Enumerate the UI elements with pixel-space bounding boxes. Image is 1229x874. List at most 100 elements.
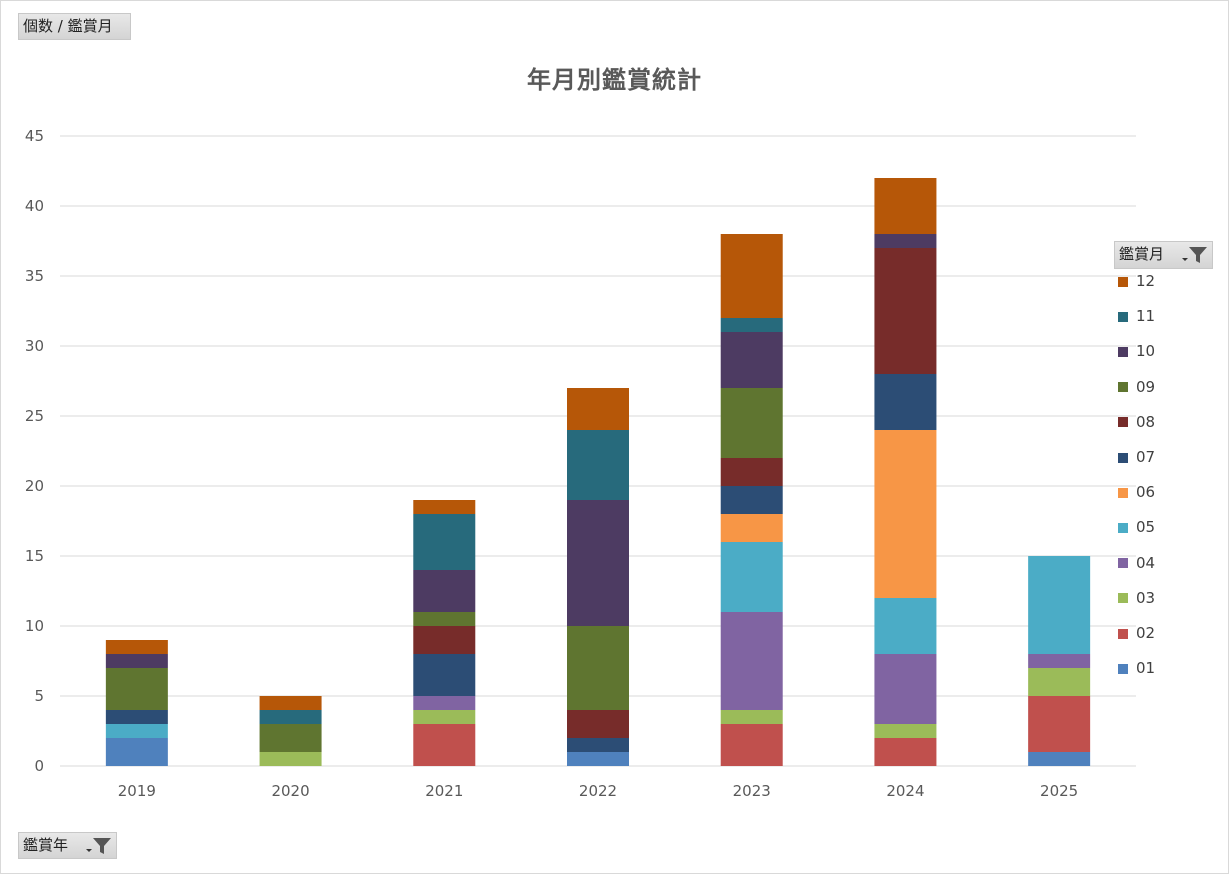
legend-label: 05 xyxy=(1136,518,1156,537)
y-tick-label: 40 xyxy=(25,197,44,215)
bar-segment-2022-11[interactable] xyxy=(567,430,629,500)
legend-item-08[interactable]: 08 xyxy=(1118,413,1155,433)
funnel-filter-icon[interactable] xyxy=(82,837,112,855)
legend-label: 02 xyxy=(1136,624,1156,642)
legend-label: 04 xyxy=(1136,553,1156,572)
bar-segment-2023-12[interactable] xyxy=(720,234,783,318)
bar-segment-2023-03[interactable] xyxy=(720,710,783,724)
y-tick-label: 15 xyxy=(25,547,44,565)
legend-swatch xyxy=(1118,276,1128,287)
bar-segment-2021-02[interactable] xyxy=(413,724,476,766)
bar-segment-2022-09[interactable] xyxy=(567,626,629,710)
legend-label: 03 xyxy=(1136,588,1156,607)
bar-segment-2023-06[interactable] xyxy=(720,514,783,542)
x-tick-label: 2023 xyxy=(733,782,771,800)
bar-segment-2019-01[interactable] xyxy=(105,738,168,766)
bar-segment-2025-03[interactable] xyxy=(1028,668,1091,696)
legend-swatch xyxy=(1118,593,1128,604)
bar-segment-2025-04[interactable] xyxy=(1028,654,1091,668)
bar-segment-2023-05[interactable] xyxy=(720,542,783,612)
bar-segment-2024-10[interactable] xyxy=(874,234,937,248)
y-tick-label: 25 xyxy=(25,407,44,425)
bar-segment-2022-08[interactable] xyxy=(567,710,629,738)
legend-label: 06 xyxy=(1136,483,1156,502)
legend-swatch xyxy=(1118,346,1128,357)
bar-segment-2022-12[interactable] xyxy=(567,388,629,430)
bar-segment-2025-02[interactable] xyxy=(1028,696,1091,752)
legend-swatch xyxy=(1118,417,1128,428)
bar-segment-2024-12[interactable] xyxy=(874,178,937,234)
bar-segment-2023-04[interactable] xyxy=(720,612,783,710)
legend-item-11[interactable]: 11 xyxy=(1118,307,1155,327)
legend-item-09[interactable]: 09 xyxy=(1118,378,1155,398)
legend-item-01[interactable]: 01 xyxy=(1118,659,1155,679)
bar-segment-2022-07[interactable] xyxy=(567,738,629,752)
legend-item-05[interactable]: 05 xyxy=(1118,518,1155,538)
x-axis-ticks: 2019 2020 2021 2022 2023 2024 2025 xyxy=(118,782,1078,800)
legend-item-02[interactable]: 02 xyxy=(1118,624,1155,644)
x-tick-label: 2025 xyxy=(1040,782,1078,800)
legend-item-03[interactable]: 03 xyxy=(1118,589,1155,609)
bar-segment-2024-04[interactable] xyxy=(874,654,937,724)
bar-segment-2023-11[interactable] xyxy=(720,318,783,332)
legend-item-06[interactable]: 06 xyxy=(1118,483,1155,503)
bar-segment-2019-12[interactable] xyxy=(105,640,168,654)
bar-segment-2024-07[interactable] xyxy=(874,374,937,430)
x-tick-label: 2019 xyxy=(118,782,156,800)
bar-segment-2021-11[interactable] xyxy=(413,514,476,570)
bar-segment-2019-07[interactable] xyxy=(105,710,168,724)
legend-label: 11 xyxy=(1136,307,1156,326)
bar-segment-2023-07[interactable] xyxy=(720,486,783,514)
legend-swatch xyxy=(1118,311,1128,322)
bar-segment-2024-08[interactable] xyxy=(874,248,937,374)
bar-segment-2021-08[interactable] xyxy=(413,626,476,654)
values-field-button[interactable]: 個数 / 鑑賞月 xyxy=(18,13,131,40)
bar-segment-2020-09[interactable] xyxy=(259,724,322,752)
y-tick-label: 45 xyxy=(25,127,44,145)
legend-swatch xyxy=(1118,452,1128,463)
bar-segment-2021-12[interactable] xyxy=(413,500,476,514)
legend-field-button[interactable]: 鑑賞月 xyxy=(1114,241,1213,269)
bar-segment-2021-10[interactable] xyxy=(413,570,476,612)
bar-segment-2025-05[interactable] xyxy=(1028,556,1091,654)
bar-segment-2021-04[interactable] xyxy=(413,696,476,710)
bar-segment-2024-05[interactable] xyxy=(874,598,937,654)
legend-item-04[interactable]: 04 xyxy=(1118,554,1155,574)
legend-item-10[interactable]: 10 xyxy=(1118,342,1155,362)
bar-segment-2024-06[interactable] xyxy=(874,430,937,598)
bar-segment-2022-10[interactable] xyxy=(567,500,629,626)
bar-segment-2020-12[interactable] xyxy=(259,696,322,710)
bar-segment-2023-10[interactable] xyxy=(720,332,783,388)
bar-segment-2019-09[interactable] xyxy=(105,668,168,710)
legend-swatch xyxy=(1118,628,1128,639)
bar-segment-2020-11[interactable] xyxy=(259,710,322,724)
legend-item-12[interactable]: 12 xyxy=(1118,272,1155,292)
y-tick-label: 10 xyxy=(25,617,44,635)
y-tick-label: 0 xyxy=(34,757,44,775)
bar-segment-2019-10[interactable] xyxy=(105,654,168,668)
funnel-filter-icon[interactable] xyxy=(1178,246,1208,264)
bar-segment-2020-03[interactable] xyxy=(259,752,322,766)
bar-segment-2021-03[interactable] xyxy=(413,710,476,724)
bar-segment-2024-03[interactable] xyxy=(874,724,937,738)
bar-segment-2021-09[interactable] xyxy=(413,612,476,626)
bar-segment-2023-09[interactable] xyxy=(720,388,783,458)
bar-segment-2022-01[interactable] xyxy=(567,752,629,766)
legend-item-07[interactable]: 07 xyxy=(1118,448,1155,468)
y-tick-label: 20 xyxy=(25,477,44,495)
bar-segment-2023-08[interactable] xyxy=(720,458,783,486)
bar-segment-2024-02[interactable] xyxy=(874,738,937,766)
bar-segment-2021-07[interactable] xyxy=(413,654,476,696)
x-tick-label: 2022 xyxy=(579,782,617,800)
legend-label: 08 xyxy=(1136,412,1156,431)
axis-field-button[interactable]: 鑑賞年 xyxy=(18,832,117,859)
legend-swatch xyxy=(1118,382,1128,393)
bar-segment-2025-01[interactable] xyxy=(1028,752,1091,766)
legend-label: 09 xyxy=(1136,377,1156,396)
bar-segment-2019-05[interactable] xyxy=(105,724,168,738)
y-tick-label: 5 xyxy=(34,687,44,705)
legend-swatch xyxy=(1118,663,1128,674)
bar-segment-2023-02[interactable] xyxy=(720,724,783,766)
x-tick-label: 2020 xyxy=(271,782,309,800)
